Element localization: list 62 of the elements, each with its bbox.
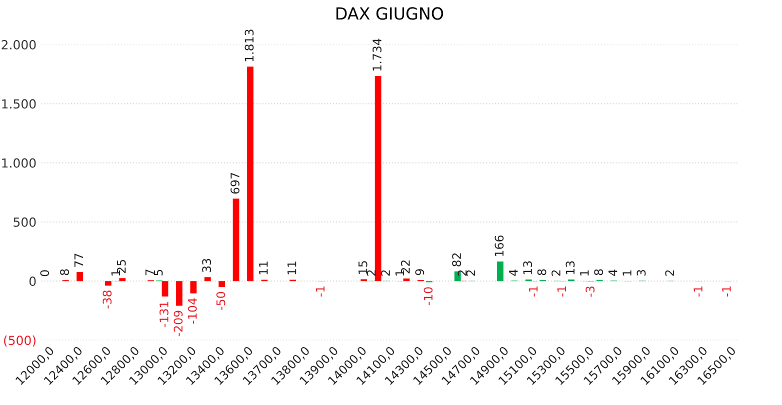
data-label: 13 (566, 261, 575, 274)
data-label: 2 (366, 270, 376, 276)
y-tick-label: 2.000 (2, 40, 36, 50)
bar (232, 198, 240, 282)
data-label: -1 (557, 286, 566, 297)
data-label: 1 (622, 270, 632, 276)
bar (374, 76, 382, 282)
bar (247, 66, 254, 282)
bar (190, 281, 197, 294)
data-label: 1.734 (372, 38, 382, 71)
bar (204, 277, 211, 282)
data-label: 7 (145, 270, 154, 276)
data-label: 11 (259, 262, 268, 274)
data-label: 82 (452, 253, 462, 266)
data-label: 0 (40, 270, 50, 276)
y-tick-label: 1.500 (2, 99, 36, 109)
data-label: -50 (216, 292, 226, 310)
data-label: -131 (160, 302, 168, 327)
data-label: 8 (60, 269, 70, 276)
data-label: 2 (381, 270, 390, 276)
data-label: 1 (580, 270, 589, 276)
y-tick-label: (500) (4, 335, 36, 347)
data-label: 2 (552, 270, 560, 276)
y-tick-label: 0 (29, 276, 36, 286)
bar (497, 261, 504, 282)
data-label: 77 (74, 254, 84, 267)
bar (176, 281, 182, 306)
data-label: -209 (174, 310, 183, 336)
data-label: -104 (188, 298, 197, 324)
data-label: 4 (509, 270, 518, 276)
chart-title: DAX GIUGNO (336, 7, 444, 20)
bar (162, 281, 168, 297)
data-label: 2 (665, 270, 674, 276)
bar (119, 278, 126, 282)
data-label: 2 (466, 270, 476, 276)
bar (105, 281, 112, 286)
data-label: -38 (102, 290, 112, 308)
data-label: 166 (494, 235, 504, 256)
data-label: 697 (230, 172, 240, 194)
data-label: 1.813 (244, 30, 254, 62)
y-tick-label: 1.000 (2, 158, 36, 168)
data-label: -1 (694, 286, 702, 297)
data-label: 8 (594, 269, 604, 276)
data-label: 33 (202, 258, 212, 272)
data-label: 13 (523, 261, 532, 274)
data-label: -3 (586, 286, 595, 297)
data-label: -10 (424, 287, 433, 306)
data-label: 8 (537, 269, 546, 276)
data-label: 5 (154, 270, 163, 276)
data-label: -1 (316, 286, 325, 297)
data-label: 11 (288, 262, 296, 274)
bar (403, 278, 410, 282)
data-label: 2 (458, 270, 467, 276)
data-label: 15 (358, 261, 368, 274)
data-label: 9 (415, 269, 424, 276)
bar (218, 281, 226, 287)
data-label: -1 (528, 286, 538, 297)
data-label: -1 (722, 286, 731, 297)
data-label: 3 (636, 270, 646, 276)
data-label: 4 (608, 270, 618, 276)
bar (76, 272, 83, 282)
y-tick-label: 500 (14, 217, 36, 227)
